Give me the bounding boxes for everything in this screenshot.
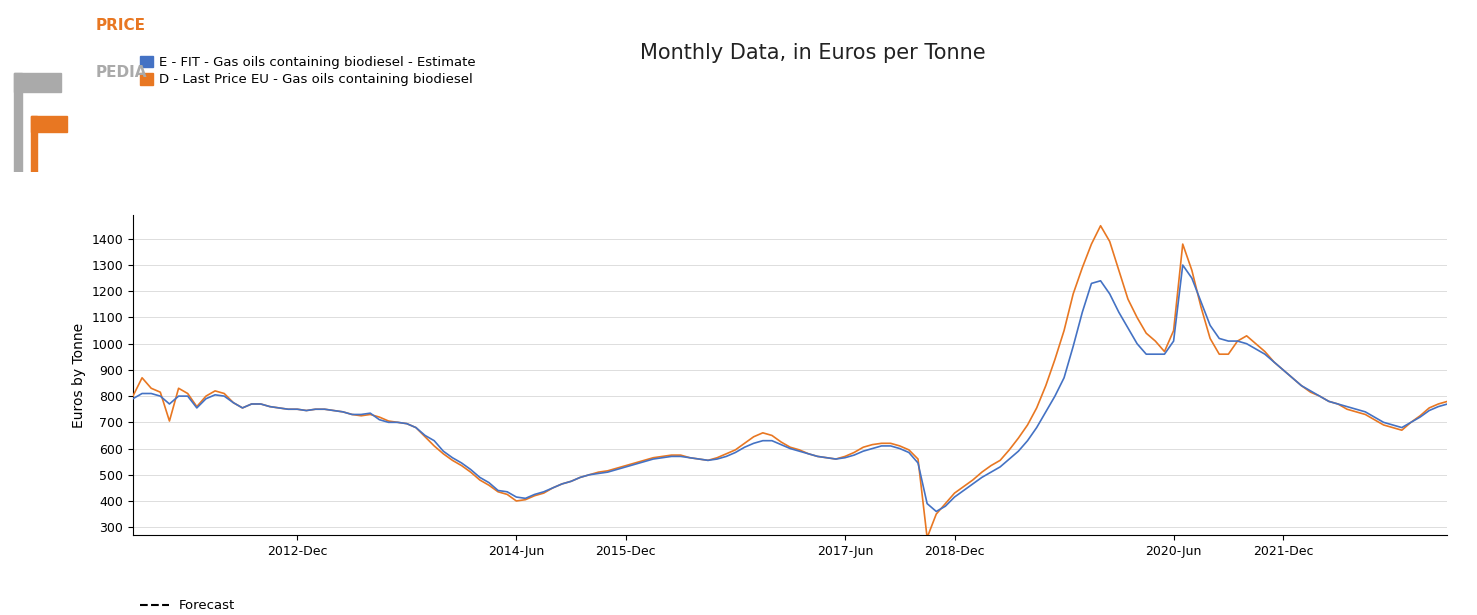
Legend: Forecast: Forecast [139, 599, 235, 612]
Text: PEDIA: PEDIA [96, 65, 148, 79]
Y-axis label: Euros by Tonne: Euros by Tonne [72, 323, 86, 427]
Bar [15, 73, 61, 92]
Text: PRICE: PRICE [96, 18, 146, 33]
Bar [31, 116, 37, 172]
Text: Monthly Data, in Euros per Tonne: Monthly Data, in Euros per Tonne [640, 43, 985, 63]
Bar [15, 73, 22, 172]
Bar [31, 116, 66, 132]
